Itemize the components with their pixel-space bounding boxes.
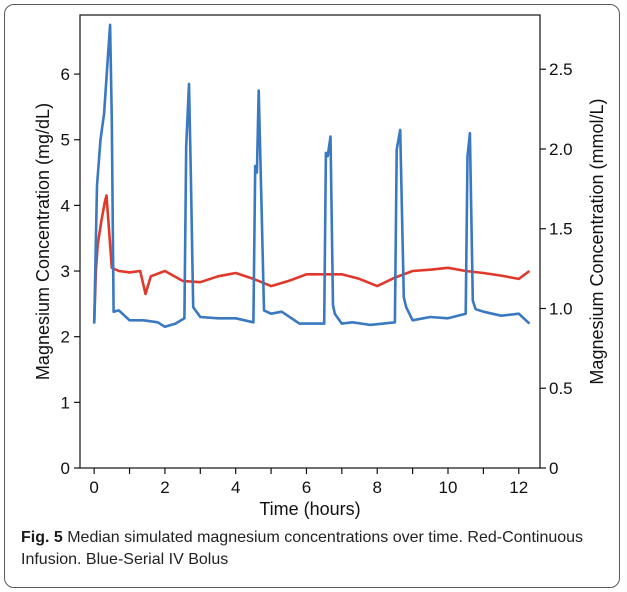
y2-tick-label: 0.5: [549, 379, 573, 398]
y-tick-label: 1: [61, 393, 70, 412]
y-axis-title: Magnesium Concentration (mg/dL): [33, 103, 53, 380]
plot-area: [79, 14, 541, 469]
x-tick-label: 12: [509, 478, 528, 497]
y2-tick-label: 1.0: [549, 299, 573, 318]
caption-text: Median simulated magnesium concentration…: [21, 529, 584, 568]
y-tick-label: 3: [61, 262, 70, 281]
series-layer: [92, 23, 531, 329]
y2-tick-label: 2.5: [549, 60, 573, 79]
figure-caption: Fig. 5 Median simulated magnesium concen…: [21, 527, 611, 571]
caption-label: Fig. 5: [21, 529, 63, 546]
y2-axis-title: Magnesium Concentration (mmol/L): [587, 98, 607, 384]
y2-tick-label: 0: [549, 459, 558, 478]
y-tick-label: 5: [61, 131, 70, 150]
x-tick-label: 6: [302, 478, 311, 497]
y-tick-label: 0: [61, 459, 70, 478]
x-tick-label: 10: [439, 478, 458, 497]
x-tick-label: 4: [231, 478, 240, 497]
x-tick-label: 2: [160, 478, 169, 497]
y-tick-label: 4: [61, 196, 70, 215]
series-line-red: [92, 194, 531, 324]
x-tick-label: 8: [372, 478, 381, 497]
x-axis-title: Time (hours): [259, 499, 360, 519]
figure-panel: 0 2 4 6 8 10 12 0 1 2 3 4 5 6 0 0.5 1.0 1.5 2.0 2.5 Time (h…: [4, 4, 620, 588]
y2-tick-label: 1.5: [549, 220, 573, 239]
y-tick-label: 6: [61, 65, 70, 84]
y-tick-label: 2: [61, 328, 70, 347]
x-tick-label: 0: [89, 478, 98, 497]
y2-tick-label: 2.0: [549, 140, 573, 159]
plot-frame: [79, 14, 541, 469]
series-line-blue: [92, 23, 531, 329]
